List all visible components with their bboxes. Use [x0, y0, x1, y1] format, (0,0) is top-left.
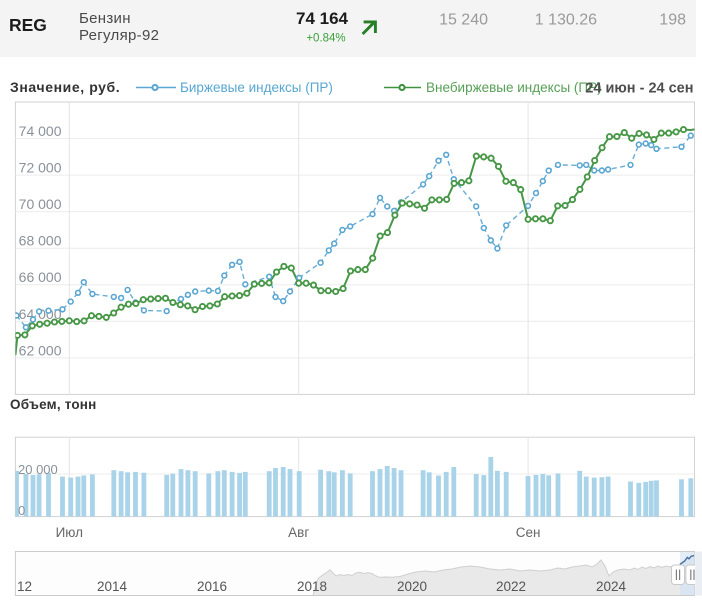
svg-text:1 130.26: 1 130.26 [535, 12, 597, 29]
svg-text:2014: 2014 [97, 579, 128, 594]
svg-text:Внебиржевые индексы (ПР): Внебиржевые индексы (ПР) [426, 80, 602, 95]
svg-text:0: 0 [18, 503, 25, 518]
svg-text:REG: REG [9, 15, 47, 35]
svg-text:Бензин: Бензин [79, 10, 131, 27]
svg-text:Значение, руб.: Значение, руб. [10, 79, 120, 95]
svg-text:Объем, тонн: Объем, тонн [10, 397, 97, 412]
svg-text:62 000: 62 000 [19, 342, 62, 358]
svg-text:2024: 2024 [596, 579, 627, 594]
svg-text:70 000: 70 000 [19, 196, 62, 212]
svg-text:2016: 2016 [197, 579, 227, 594]
svg-text:72 000: 72 000 [19, 160, 62, 176]
svg-text:+0.84%: +0.84% [306, 33, 345, 45]
svg-text:198: 198 [659, 12, 686, 29]
svg-text:2018: 2018 [297, 579, 327, 594]
svg-text:24 июн - 24 сен: 24 июн - 24 сен [585, 81, 693, 97]
svg-text:20 000: 20 000 [18, 462, 58, 477]
svg-text:74 164: 74 164 [296, 9, 349, 28]
svg-text:2022: 2022 [496, 579, 526, 594]
svg-text:Сен: Сен [516, 525, 541, 540]
svg-text:68 000: 68 000 [19, 233, 62, 249]
svg-text:15 240: 15 240 [439, 12, 488, 29]
svg-text:Июл: Июл [56, 525, 83, 540]
svg-text:12: 12 [17, 579, 32, 594]
svg-text:74 000: 74 000 [19, 123, 62, 139]
svg-text:66 000: 66 000 [19, 269, 62, 285]
svg-text:Биржевые индексы (ПР): Биржевые индексы (ПР) [180, 80, 333, 95]
svg-text:2020: 2020 [397, 579, 427, 594]
svg-text:Авг: Авг [288, 525, 309, 540]
svg-text:Регуляр-92: Регуляр-92 [79, 27, 159, 44]
